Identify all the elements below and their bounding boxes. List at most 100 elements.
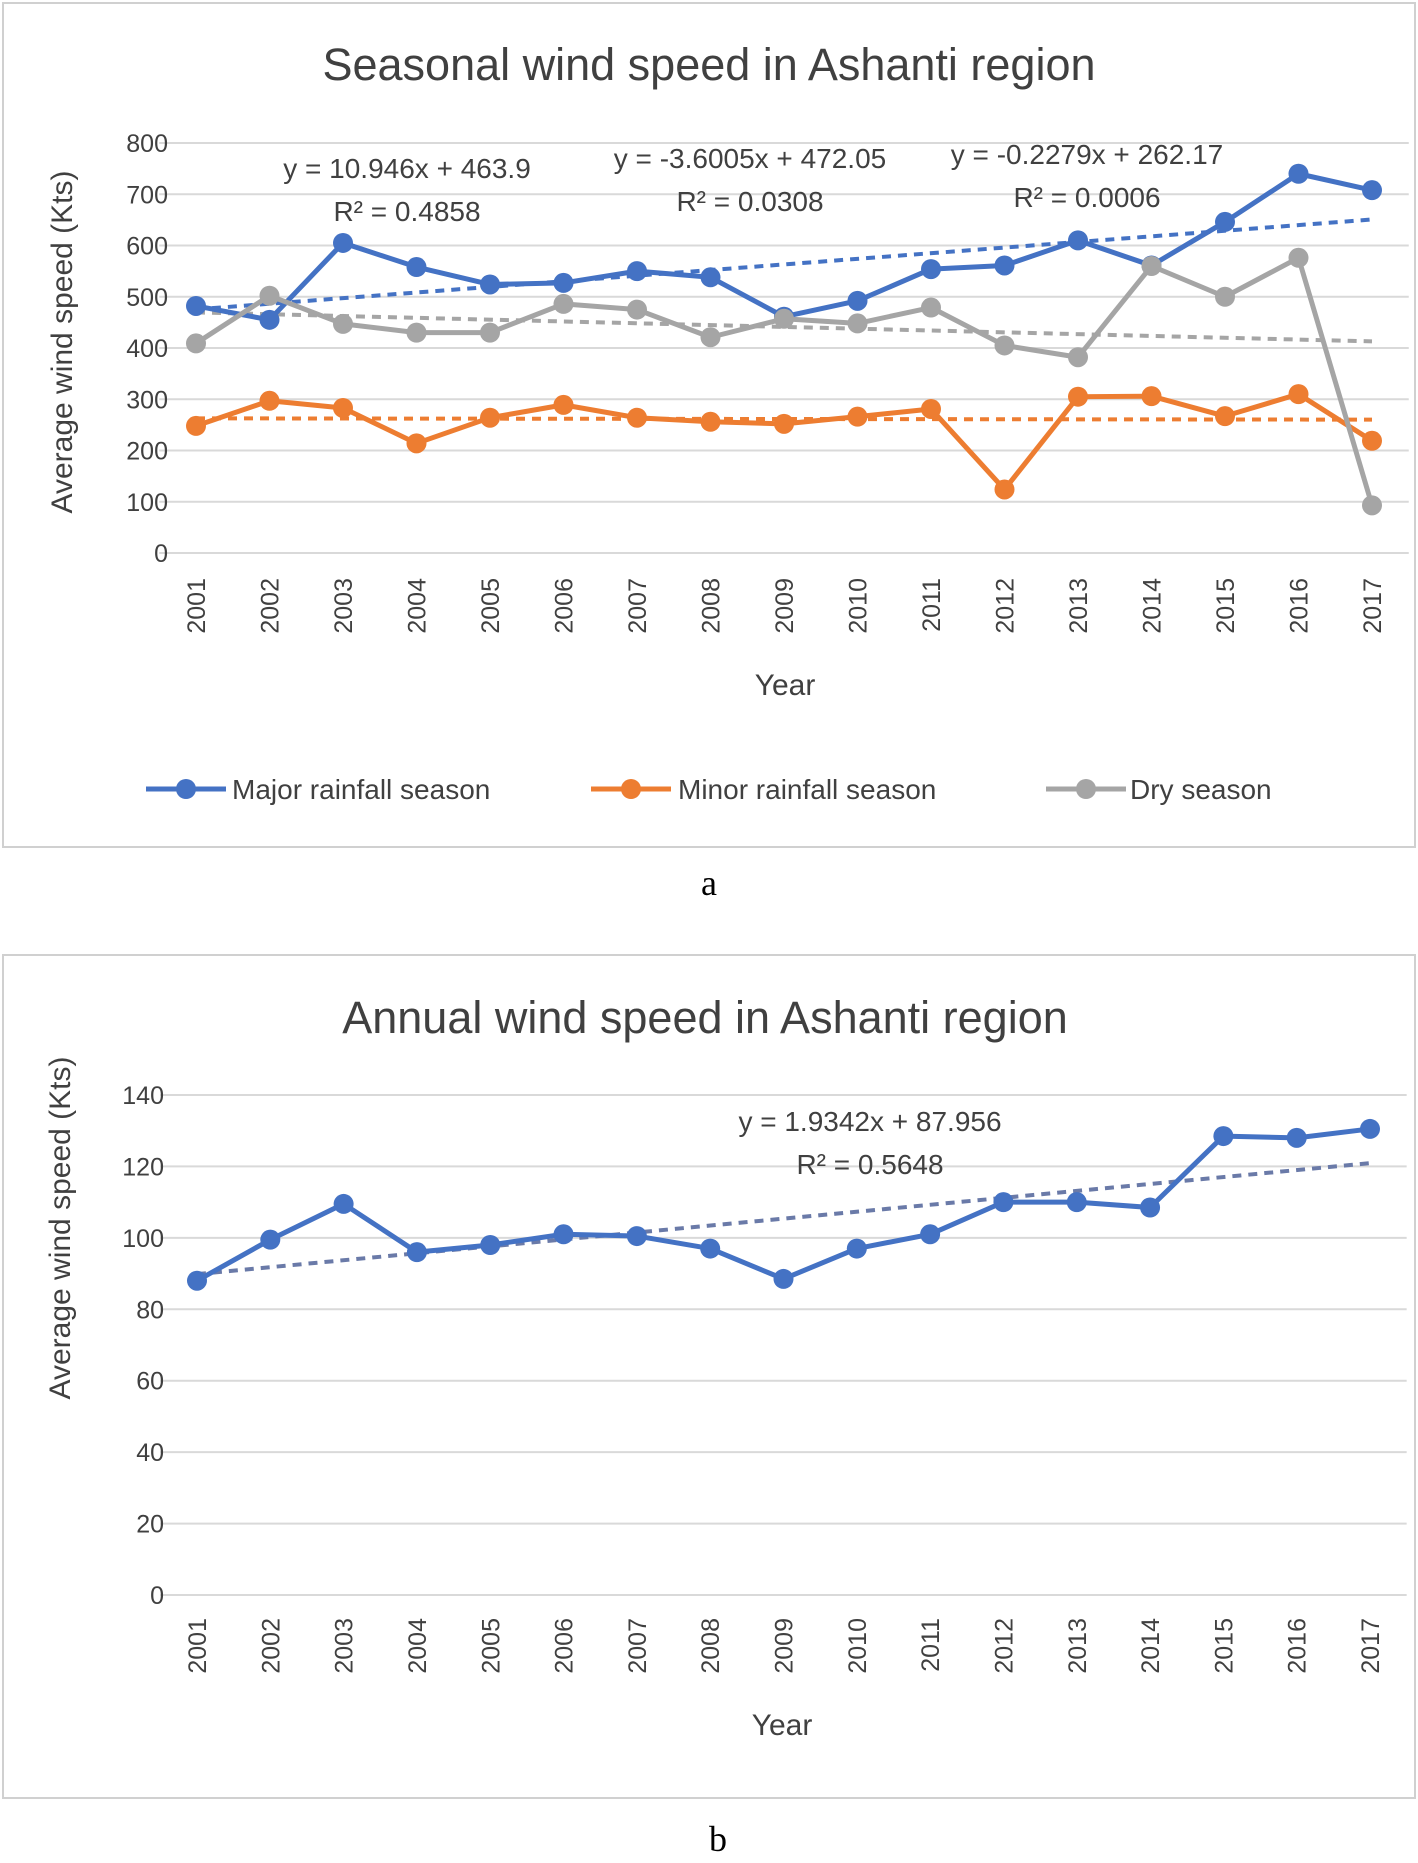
y-tick-label: 800 xyxy=(126,130,168,158)
legend-item-major: Major rainfall season xyxy=(146,774,490,805)
data-point xyxy=(480,1235,501,1255)
x-tick-label: 2003 xyxy=(330,578,358,634)
data-point xyxy=(627,299,647,320)
legend-item-minor: Minor rainfall season xyxy=(591,774,936,805)
data-point xyxy=(773,1268,794,1289)
y-axis-title: Average wind speed (Kts) xyxy=(46,171,79,514)
data-point xyxy=(627,407,647,428)
x-tick-label: 2014 xyxy=(1137,1618,1165,1674)
x-tick-label: 2007 xyxy=(624,1618,652,1674)
data-point xyxy=(1140,1197,1161,1218)
y-tick-label: 120 xyxy=(122,1153,164,1181)
data-point xyxy=(700,1238,721,1259)
x-tick-label: 2012 xyxy=(990,1618,1018,1674)
data-point xyxy=(994,335,1015,356)
x-tick-label: 2010 xyxy=(844,1618,872,1674)
data-point xyxy=(1286,1127,1307,1148)
x-tick-label: 2008 xyxy=(697,1618,725,1674)
data-point xyxy=(1141,256,1162,276)
data-point xyxy=(480,322,500,343)
data-point xyxy=(259,309,280,330)
data-point xyxy=(1360,1118,1380,1139)
series-0 xyxy=(187,1118,1380,1291)
y-tick-label: 40 xyxy=(136,1439,164,1467)
data-point xyxy=(187,1270,207,1291)
data-point xyxy=(1362,180,1382,201)
series-1 xyxy=(186,384,1382,500)
data-point xyxy=(553,272,574,293)
y-tick-label: 600 xyxy=(126,233,168,261)
data-point xyxy=(553,1224,574,1245)
trendline xyxy=(195,416,1373,422)
data-point xyxy=(186,295,206,316)
x-tick-label: 2006 xyxy=(551,578,579,634)
data-point xyxy=(333,397,353,418)
legend-marker-minor xyxy=(621,779,641,799)
data-point xyxy=(480,407,500,428)
data-point xyxy=(920,1224,941,1245)
data-point xyxy=(1215,211,1235,232)
data-point xyxy=(1215,286,1235,307)
x-tick-labels: 2001 2002 2003 2004 2005 2006 2007 2008 2009 2010… xyxy=(184,1618,1385,1674)
data-point xyxy=(1288,163,1309,184)
data-point xyxy=(994,479,1015,500)
trendline-r2-minor: R² = 0.0006 xyxy=(1013,182,1160,213)
y-axis-title: Average wind speed (Kts) xyxy=(44,1057,77,1400)
trendline-r2: R² = 0.5648 xyxy=(796,1149,943,1180)
data-series xyxy=(186,163,1382,516)
data-point xyxy=(1068,230,1088,251)
data-point xyxy=(333,232,353,253)
x-tick-label: 2009 xyxy=(771,1618,799,1674)
x-tick-label: 2013 xyxy=(1064,1618,1092,1674)
trendline-r2-major: R² = 0.4858 xyxy=(333,196,480,227)
y-tick-label: 0 xyxy=(150,1582,164,1610)
data-point xyxy=(921,297,941,318)
x-tick-label: 2017 xyxy=(1359,578,1387,634)
data-point xyxy=(847,313,868,334)
y-tick-label: 100 xyxy=(126,489,168,517)
trendline xyxy=(195,217,1373,312)
x-tick-label: 2004 xyxy=(404,1618,432,1674)
legend-label-major: Major rainfall season xyxy=(232,774,490,805)
data-point xyxy=(406,433,427,454)
x-axis-title: Year xyxy=(755,669,816,702)
legend: Major rainfall season Minor rainfall sea… xyxy=(146,774,1272,805)
data-point xyxy=(1068,386,1088,407)
y-tick-label: 700 xyxy=(126,181,168,209)
trendlines xyxy=(195,217,1373,422)
trendline xyxy=(195,310,1373,344)
x-tick-label: 2002 xyxy=(257,578,285,634)
x-tick-label: 2004 xyxy=(404,578,432,634)
x-tick-label: 2017 xyxy=(1357,1618,1385,1674)
x-tick-label: 2006 xyxy=(551,1618,579,1674)
data-point xyxy=(1362,495,1382,516)
series-2 xyxy=(186,247,1382,516)
data-point xyxy=(847,290,868,311)
x-tick-label: 2015 xyxy=(1212,578,1240,634)
x-tick-label: 2007 xyxy=(624,578,652,634)
x-tick-label: 2016 xyxy=(1284,1618,1312,1674)
legend-label-dry: Dry season xyxy=(1130,774,1272,805)
data-point xyxy=(700,411,721,432)
data-point xyxy=(846,1238,867,1259)
gridlines xyxy=(160,1094,1407,1596)
x-tick-label: 2003 xyxy=(331,1618,359,1674)
trendline-equation: y = 1.9342x + 87.956 xyxy=(738,1106,1001,1137)
legend-label-minor: Minor rainfall season xyxy=(678,774,936,805)
x-tick-label: 2012 xyxy=(992,578,1020,634)
trendline-r2-dry: R² = 0.0308 xyxy=(676,186,823,217)
seasonal-chart: Seasonal wind speed in Ashanti region 0 1… xyxy=(2,2,1416,848)
x-tick-label: 2001 xyxy=(183,578,211,634)
x-tick-label: 2011 xyxy=(918,578,946,632)
data-point xyxy=(333,1193,354,1214)
annual-chart: Annual wind speed in Ashanti region 0 20 4… xyxy=(2,954,1416,1799)
legend-item-dry: Dry season xyxy=(1046,774,1272,805)
x-tick-label: 2010 xyxy=(845,578,873,634)
data-point xyxy=(553,394,574,415)
y-tick-label: 80 xyxy=(136,1296,164,1324)
trendline-equation-dry: y = -3.6005x + 472.05 xyxy=(614,143,886,174)
y-tick-label: 400 xyxy=(126,335,168,363)
data-point xyxy=(480,274,500,295)
panel-label-b: b xyxy=(709,1819,727,1859)
data-point xyxy=(406,1242,427,1263)
